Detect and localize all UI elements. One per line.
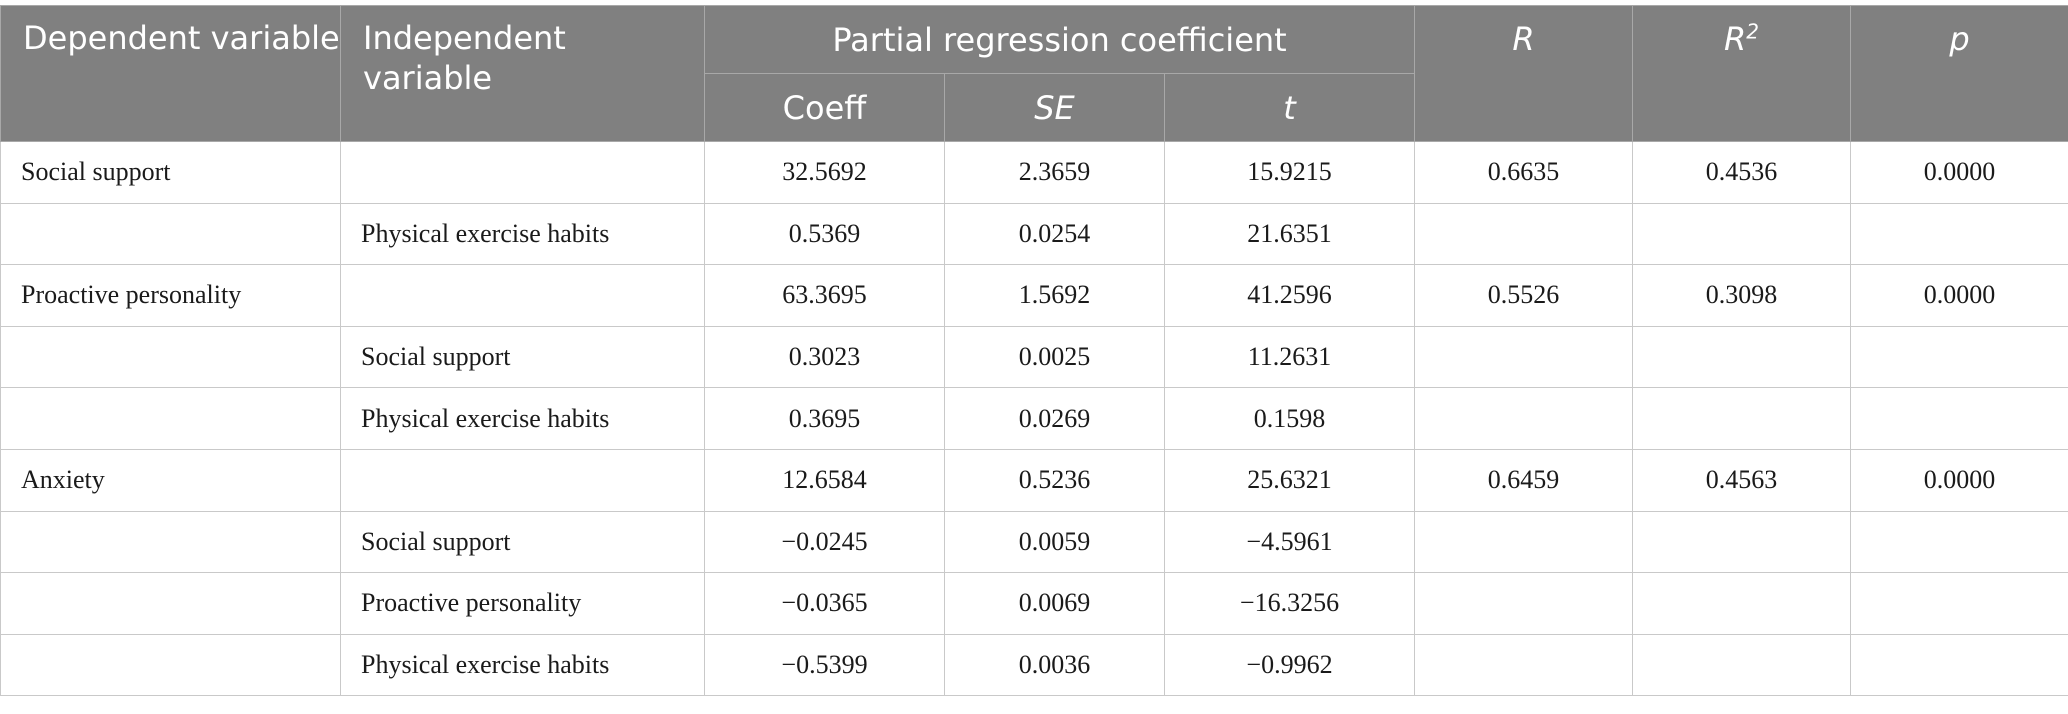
coeff-cell: −0.0365 xyxy=(704,572,945,635)
coeff-cell: −0.5399 xyxy=(704,633,945,697)
header-r-squared-base: R xyxy=(1724,20,1747,58)
t-cell: 21.6351 xyxy=(1163,202,1416,266)
p-cell: 0.0000 xyxy=(1850,448,2068,512)
r-squared-cell: 0.3098 xyxy=(1632,264,1852,327)
header-r-squared-sup: 2 xyxy=(1746,19,1760,44)
t-cell: 11.2631 xyxy=(1163,325,1416,389)
table-row: Proactive personality 63.3695 1.5692 41.259… xyxy=(0,264,2068,327)
header-r: R xyxy=(1414,5,1634,142)
header-independent-variable: Independent variable xyxy=(340,5,705,142)
r-cell xyxy=(1414,572,1634,635)
regression-table: Dependent variable Independent variable … xyxy=(0,5,2068,697)
r-squared-cell xyxy=(1632,202,1852,266)
dependent-variable-cell: Social support xyxy=(0,141,341,204)
coeff-cell: 12.6584 xyxy=(704,448,945,512)
r-cell xyxy=(1414,325,1634,389)
se-cell: 0.0254 xyxy=(944,202,1165,266)
table-row: Physical exercise habits 0.5369 0.0254 21.6… xyxy=(0,202,2068,266)
header-dependent-variable: Dependent variable xyxy=(0,5,341,142)
independent-variable-cell: Social support xyxy=(340,510,705,574)
independent-variable-cell: Physical exercise habits xyxy=(340,387,705,450)
r-squared-cell: 0.4563 xyxy=(1632,448,1852,512)
table-body: Social support 32.5692 2.3659 15.9215 0.6635… xyxy=(0,141,2068,697)
t-cell: 15.9215 xyxy=(1163,141,1416,204)
independent-variable-cell: Physical exercise habits xyxy=(340,202,705,266)
table-row: Proactive personality −0.0365 0.0069 −16.32… xyxy=(0,572,2068,635)
independent-variable-cell xyxy=(340,448,705,512)
coeff-cell: 32.5692 xyxy=(704,141,945,204)
t-cell: 25.6321 xyxy=(1163,448,1416,512)
table-header: Dependent variable Independent variable … xyxy=(0,5,2068,142)
se-cell: 0.0069 xyxy=(944,572,1165,635)
table-row: Anxiety 12.6584 0.5236 25.6321 0.6459 0.4563 0… xyxy=(0,448,2068,512)
r-squared-cell xyxy=(1632,387,1852,450)
r-cell: 0.6635 xyxy=(1414,141,1634,204)
se-cell: 0.0059 xyxy=(944,510,1165,574)
se-cell: 0.0036 xyxy=(944,633,1165,697)
header-coeff: Coeff xyxy=(704,73,945,142)
r-cell: 0.5526 xyxy=(1414,264,1634,327)
p-cell xyxy=(1850,510,2068,574)
p-cell xyxy=(1850,202,2068,266)
table-row: Physical exercise habits −0.5399 0.0036 −0.… xyxy=(0,633,2068,697)
table-row: Social support 0.3023 0.0025 11.2631 xyxy=(0,325,2068,389)
r-cell: 0.6459 xyxy=(1414,448,1634,512)
p-cell: 0.0000 xyxy=(1850,141,2068,204)
t-cell: 0.1598 xyxy=(1163,387,1416,450)
r-squared-cell xyxy=(1632,633,1852,697)
coeff-cell: 0.3023 xyxy=(704,325,945,389)
r-cell xyxy=(1414,633,1634,697)
coeff-cell: 0.5369 xyxy=(704,202,945,266)
independent-variable-cell xyxy=(340,141,705,204)
t-cell: −4.5961 xyxy=(1163,510,1416,574)
header-se: SE xyxy=(944,73,1165,142)
se-cell: 2.3659 xyxy=(944,141,1165,204)
header-partial-regression-coefficient: Partial regression coefficient xyxy=(703,5,1416,74)
r-cell xyxy=(1414,202,1634,266)
independent-variable-cell: Proactive personality xyxy=(340,572,705,635)
p-cell xyxy=(1850,325,2068,389)
r-squared-cell xyxy=(1632,510,1852,574)
dependent-variable-cell xyxy=(0,510,341,574)
r-squared-cell xyxy=(1632,325,1852,389)
table-row: Social support 32.5692 2.3659 15.9215 0.6635… xyxy=(0,141,2068,204)
coeff-cell: 0.3695 xyxy=(704,387,945,450)
se-cell: 0.0269 xyxy=(944,387,1165,450)
t-cell: −0.9962 xyxy=(1163,633,1416,697)
r-squared-cell xyxy=(1632,572,1852,635)
dependent-variable-cell xyxy=(0,387,341,450)
header-p: p xyxy=(1850,5,2068,142)
t-cell: −16.3256 xyxy=(1163,572,1416,635)
dependent-variable-cell xyxy=(0,633,341,697)
p-cell xyxy=(1850,387,2068,450)
independent-variable-cell: Physical exercise habits xyxy=(340,633,705,697)
header-t: t xyxy=(1163,73,1416,142)
dependent-variable-cell: Anxiety xyxy=(0,448,341,512)
independent-variable-cell: Social support xyxy=(340,325,705,389)
coeff-cell: 63.3695 xyxy=(704,264,945,327)
header-r-squared: R2 xyxy=(1632,5,1852,142)
se-cell: 0.0025 xyxy=(944,325,1165,389)
table-row: Physical exercise habits 0.3695 0.0269 0.15… xyxy=(0,387,2068,450)
dependent-variable-cell xyxy=(0,572,341,635)
p-cell: 0.0000 xyxy=(1850,264,2068,327)
dependent-variable-cell: Proactive personality xyxy=(0,264,341,327)
se-cell: 1.5692 xyxy=(944,264,1165,327)
dependent-variable-cell xyxy=(0,202,341,266)
r-squared-cell: 0.4536 xyxy=(1632,141,1852,204)
r-cell xyxy=(1414,510,1634,574)
independent-variable-cell xyxy=(340,264,705,327)
table-row: Social support −0.0245 0.0059 −4.5961 xyxy=(0,510,2068,574)
t-cell: 41.2596 xyxy=(1163,264,1416,327)
dependent-variable-cell xyxy=(0,325,341,389)
coeff-cell: −0.0245 xyxy=(704,510,945,574)
se-cell: 0.5236 xyxy=(944,448,1165,512)
p-cell xyxy=(1850,572,2068,635)
r-cell xyxy=(1414,387,1634,450)
p-cell xyxy=(1850,633,2068,697)
